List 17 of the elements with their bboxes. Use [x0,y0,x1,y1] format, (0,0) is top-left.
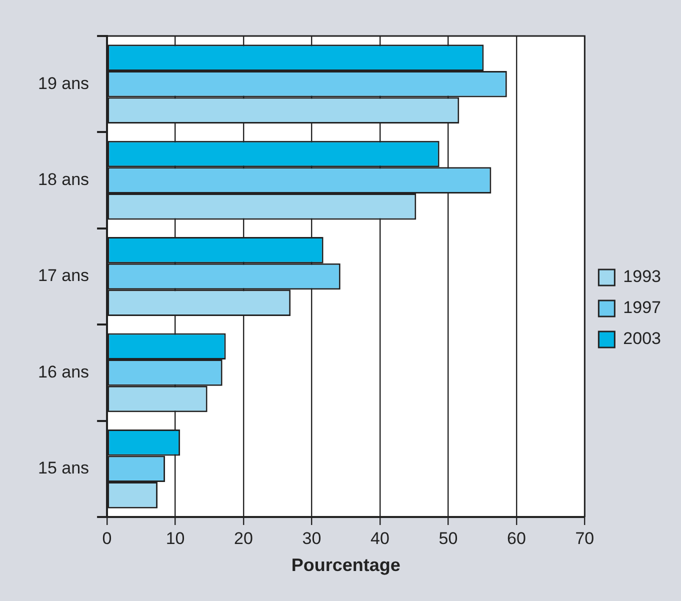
y-tick-label: 18 ans [38,170,90,189]
legend-label: 1997 [623,298,662,318]
y-tick-label: 16 ans [38,362,90,382]
y-tick-label: 17 ans [38,266,90,286]
x-tick-label: 0 [102,528,112,548]
legend-label: 1993 [623,267,662,286]
y-tick-label: 15 ans [38,458,90,478]
x-tick-label: 30 [302,528,322,548]
x-tick-label: 60 [506,528,526,548]
y-tick-label: 19 ans [38,74,90,93]
x-tick-label: 50 [438,528,458,548]
x-tick-label: 40 [370,528,390,548]
x-tick-label: 10 [166,528,185,548]
x-tick-label: 70 [575,528,594,548]
x-tick-label: 20 [234,528,253,548]
x-axis-title: Pourcentage [291,555,400,576]
legend-label: 2003 [623,329,662,348]
